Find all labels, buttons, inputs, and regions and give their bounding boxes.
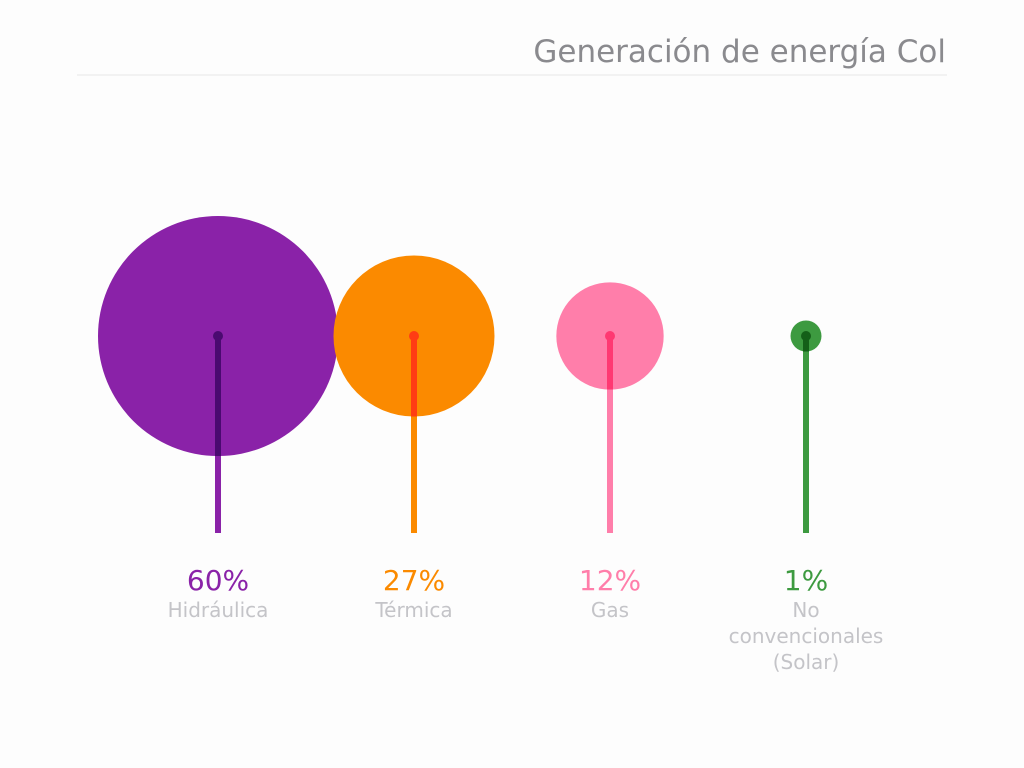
category-label-4-line-3: (Solar) xyxy=(773,650,840,674)
value-label-1: 60% xyxy=(187,564,249,597)
chart-title: Generación de energía Col xyxy=(533,34,946,70)
chart-marks: 60%Hidráulica 27%Térmica 12%Gas 1%Noconvenc… xyxy=(98,216,883,674)
center-dot-3 xyxy=(605,331,615,341)
center-dot-1 xyxy=(213,331,223,341)
value-label-4: 1% xyxy=(784,564,828,597)
value-label-2: 27% xyxy=(383,564,445,597)
category-label-2: Térmica xyxy=(374,598,452,622)
category-label-1: Hidráulica xyxy=(168,598,269,622)
value-label-3: 12% xyxy=(579,564,641,597)
category-label-4-line-1: No xyxy=(792,598,819,622)
center-dot-4 xyxy=(801,331,811,341)
center-dot-2 xyxy=(409,331,419,341)
category-label-4-line-2: convencionales xyxy=(729,624,884,648)
category-label-3: Gas xyxy=(591,598,629,622)
